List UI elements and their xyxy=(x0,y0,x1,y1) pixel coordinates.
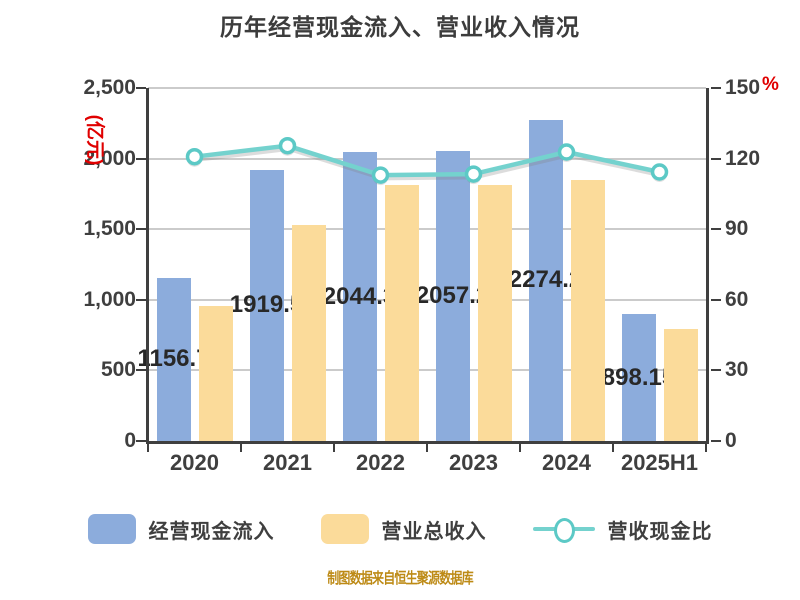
bar-total-revenue-2021[interactable] xyxy=(291,224,326,441)
right-axis-tick-label: 30 xyxy=(725,358,749,382)
legend-item-revenue-cash-ratio[interactable]: 营收现金比 xyxy=(532,514,713,544)
legend-item-operating-cash-inflow[interactable]: 经营现金流入 xyxy=(87,514,275,544)
chart-title: 历年经营现金流入、营业收入情况 xyxy=(220,14,580,40)
legend: 经营现金流入 营业总收入 营收现金比 xyxy=(0,514,800,544)
y-axis-left xyxy=(146,88,149,444)
left-axis-tick-label: 1,000 xyxy=(83,287,136,311)
right-axis-tick-label: 60 xyxy=(725,287,749,311)
right-tick xyxy=(711,157,721,160)
right-axis-tick-label: 120 xyxy=(725,146,761,170)
x-tick xyxy=(147,444,149,452)
right-tick xyxy=(711,440,721,442)
left-tick xyxy=(136,298,146,301)
legend-label: 营业总收入 xyxy=(381,520,487,543)
bar-operating-cash-2023[interactable] xyxy=(435,150,470,441)
legend-swatch-yellow-bar xyxy=(320,514,369,544)
x-axis-category-label: 2021 xyxy=(263,450,312,475)
right-tick xyxy=(711,298,721,301)
bar-total-revenue-2020[interactable] xyxy=(198,305,233,441)
gridline xyxy=(148,157,706,160)
left-tick xyxy=(136,369,146,372)
legend-item-total-revenue[interactable]: 营业总收入 xyxy=(320,514,487,544)
y-axis-right xyxy=(706,88,709,444)
gridline xyxy=(148,228,706,231)
gridline xyxy=(148,369,706,372)
legend-label: 经营现金流入 xyxy=(148,520,275,543)
bar-total-revenue-2022[interactable] xyxy=(384,185,419,441)
legend-label: 营收现金比 xyxy=(607,520,713,543)
x-tick xyxy=(705,444,707,452)
x-axis-category-label: 2022 xyxy=(356,450,405,475)
right-tick xyxy=(711,87,721,89)
x-axis-category-label: 2024 xyxy=(542,450,591,475)
ratio-point-shadow xyxy=(652,167,667,182)
x-axis-category-label: 2025H1 xyxy=(620,450,699,475)
bar-total-revenue-2024[interactable] xyxy=(570,180,605,441)
left-tick xyxy=(136,157,146,160)
right-axis-tick-label: 90 xyxy=(725,217,749,241)
x-axis-category-label: 2020 xyxy=(170,450,219,475)
bar-value-label: 2057.2 xyxy=(415,281,490,309)
gridline xyxy=(148,87,706,89)
right-tick xyxy=(711,228,721,231)
bar-total-revenue-2025H1[interactable] xyxy=(663,329,698,441)
x-axis xyxy=(146,441,709,444)
left-tick xyxy=(136,87,146,89)
ratio-point-2025H1[interactable] xyxy=(650,163,669,181)
x-axis-category-label: 2023 xyxy=(449,450,498,475)
bar-value-label: 1919.5 xyxy=(229,291,304,319)
bar-total-revenue-2023[interactable] xyxy=(477,184,512,441)
bar-value-label: 898.15 xyxy=(601,363,676,391)
right-axis-tick-label: 0 xyxy=(725,429,737,452)
ratio-point-2021[interactable] xyxy=(278,136,297,155)
bar-operating-cash-2020[interactable] xyxy=(156,277,191,441)
left-tick xyxy=(136,228,146,231)
bar-operating-cash-2021[interactable] xyxy=(249,169,284,441)
bar-operating-cash-2025H1[interactable] xyxy=(621,314,656,441)
data-source-caption: 制图数据来自恒生聚源数据库 xyxy=(327,570,473,587)
x-tick xyxy=(333,444,335,452)
right-tick xyxy=(711,369,721,372)
left-axis-tick-label: 2,500 xyxy=(83,76,136,99)
left-axis-tick-label: 2,000 xyxy=(83,146,136,170)
x-tick xyxy=(426,444,428,452)
legend-swatch-blue-bar xyxy=(87,514,136,544)
left-axis-tick-label: 500 xyxy=(100,358,136,382)
left-axis-tick-label: 1,500 xyxy=(83,217,136,241)
x-tick xyxy=(519,444,521,452)
left-tick xyxy=(136,440,146,442)
left-axis-tick-label: 0 xyxy=(124,429,136,452)
legend-line-circle-icon xyxy=(532,514,595,544)
x-tick xyxy=(612,444,614,452)
bar-operating-cash-2022[interactable] xyxy=(342,152,377,441)
bar-value-label: 1156.7 xyxy=(137,345,210,373)
left-axis-unit-label: (亿元) xyxy=(84,114,105,166)
gridline xyxy=(148,298,706,301)
right-axis-tick-label: 150 xyxy=(725,76,761,99)
x-tick xyxy=(240,444,242,452)
ratio-point-shadow xyxy=(280,140,295,156)
bar-value-label: 2044.3 xyxy=(322,282,397,310)
bar-value-label: 2274.2 xyxy=(508,266,583,294)
right-axis-unit-label: % xyxy=(762,74,779,95)
